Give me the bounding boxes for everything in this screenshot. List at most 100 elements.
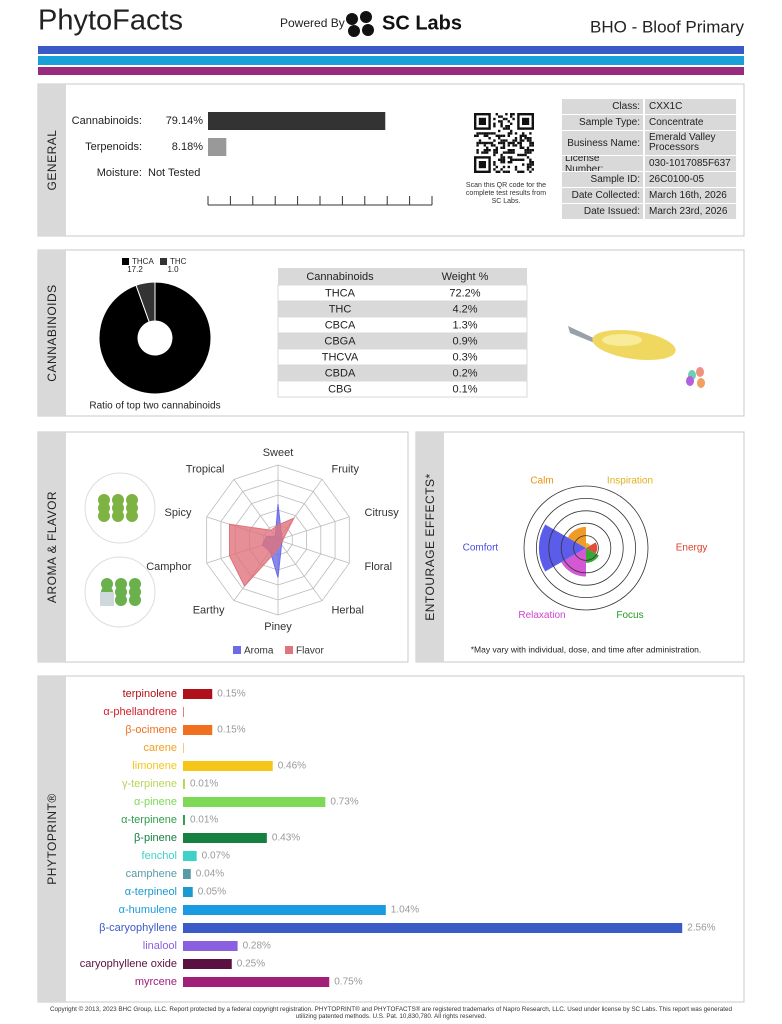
polar-ring	[536, 497, 637, 598]
qr-cell	[502, 144, 506, 147]
terpene-name: α-phellandrene	[103, 706, 177, 718]
qr-cell	[486, 151, 489, 154]
qr-cell	[512, 113, 515, 116]
qr-cell	[493, 144, 496, 147]
radar-label: Sweet	[263, 447, 294, 459]
icon-leaf	[115, 594, 127, 606]
info-label-box: Date Issued:	[584, 206, 640, 217]
table-cell: 4.2%	[452, 303, 477, 315]
table-cell: CBG	[328, 383, 352, 395]
qr-cell	[495, 165, 498, 169]
general-name: Terpenoids:	[85, 141, 142, 153]
qr-cell	[529, 132, 532, 135]
radar-area	[228, 517, 295, 587]
general-value: 8.18%	[172, 141, 203, 153]
section-box	[37, 675, 745, 1003]
qr-cell	[514, 158, 518, 161]
qr-cell	[498, 137, 501, 140]
table-cell: 0.9%	[452, 335, 477, 347]
qr-cell	[524, 137, 527, 140]
qr-cell	[505, 117, 508, 121]
qr-cell	[490, 144, 494, 147]
polar-ring	[523, 485, 649, 611]
table-cell: CBCA	[325, 319, 356, 331]
product-name: BHO - Bloof Primary	[590, 17, 744, 36]
polar-ring	[573, 535, 599, 561]
qr-cell	[526, 168, 530, 171]
info-label: Business Name:	[567, 137, 640, 149]
qr-cell	[522, 163, 525, 166]
info-label: Date Collected:	[571, 190, 640, 201]
qr-cell	[502, 151, 506, 154]
info-value: 26C0100-05	[649, 173, 705, 185]
section-strip	[38, 250, 66, 416]
qr-cell	[500, 141, 503, 145]
qr-cell	[529, 139, 532, 142]
pie-slice	[98, 281, 212, 395]
qr-cell	[500, 125, 503, 128]
qr-cell	[493, 161, 496, 164]
radar-label: Floral	[365, 561, 393, 573]
qr-cell	[493, 139, 496, 142]
section-label: PHYTOPRINT®	[45, 793, 59, 884]
polar-label: Relaxation	[518, 610, 565, 621]
qr-cell	[519, 144, 522, 147]
qr-cell	[526, 163, 530, 166]
general-name: Cannabinoids:	[72, 115, 142, 127]
stripe	[38, 56, 744, 65]
qr-cell	[483, 151, 486, 154]
qr-finder-core	[478, 117, 486, 125]
qr-cell	[478, 141, 482, 145]
info-value-cell	[645, 172, 736, 187]
general-value: 79.14%	[166, 115, 204, 127]
section-label: GENERAL	[45, 130, 59, 191]
qr-cell	[524, 149, 527, 152]
qr-cell	[507, 125, 510, 128]
polar-label: Inspiration	[607, 475, 653, 486]
radar-label: Piney	[264, 621, 292, 633]
radar-label: Tropical	[186, 464, 225, 476]
info-value-cell	[645, 156, 736, 171]
section-strip	[38, 84, 66, 236]
info-value-cell	[645, 115, 736, 130]
table-cell: THCA	[325, 287, 356, 299]
qr-cell	[524, 134, 527, 137]
terpene-bar	[183, 923, 683, 933]
table-header	[278, 268, 527, 285]
qr-cell	[493, 168, 496, 171]
lab-name: SC Labs	[382, 12, 462, 34]
qr-code	[474, 112, 535, 173]
qr-cell	[495, 134, 498, 137]
icon-dot	[697, 378, 705, 388]
qr-cell	[512, 151, 515, 154]
icon-dot	[696, 367, 704, 377]
qr-cell	[502, 158, 506, 161]
terpene-name: caryophyllene oxide	[80, 958, 177, 970]
terpene-bar	[183, 941, 238, 951]
qr-cell	[500, 156, 503, 159]
radar-spoke	[277, 539, 323, 601]
qr-cell	[514, 137, 518, 140]
qr-cell	[519, 146, 522, 149]
qr-cell	[483, 149, 486, 152]
polar-label: Comfort	[463, 543, 499, 554]
qr-finder	[474, 156, 491, 173]
qr-cell	[500, 168, 503, 171]
radar-label: Camphor	[146, 561, 192, 573]
footer: Copyright © 2013, 2023 BHC Group, LLC. R…	[49, 1006, 733, 1020]
logo-dot	[346, 13, 358, 25]
terpene-name: terpinolene	[123, 688, 177, 700]
logo-dot	[362, 24, 374, 36]
qr-cell	[526, 165, 530, 169]
radar-label: Spicy	[165, 507, 192, 519]
qr-cell	[510, 129, 513, 133]
qr-cell	[522, 132, 525, 135]
qr-cell	[512, 158, 515, 161]
qr-cell	[495, 146, 498, 149]
info-label-cell	[562, 188, 643, 203]
qr-cell	[502, 161, 506, 164]
qr-cell	[507, 156, 510, 159]
qr-cell	[514, 165, 518, 169]
polar-note: *May vary with individual, dose, and tim…	[471, 644, 702, 654]
qr-cell	[507, 144, 510, 147]
